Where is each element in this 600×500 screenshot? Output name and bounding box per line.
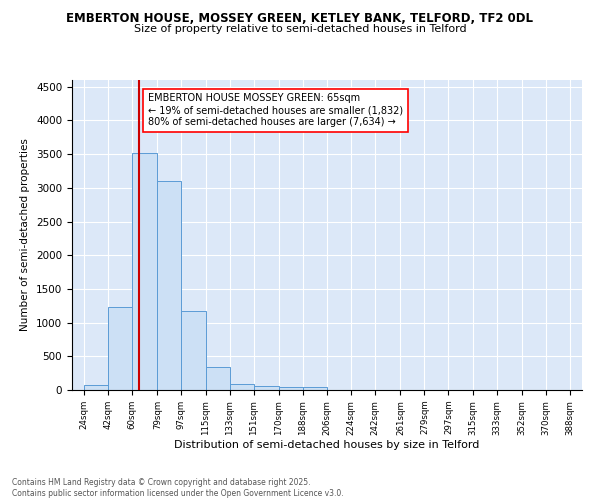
Bar — [157, 181, 181, 390]
Bar — [132, 153, 157, 390]
Bar — [254, 386, 279, 390]
X-axis label: Distribution of semi-detached houses by size in Telford: Distribution of semi-detached houses by … — [175, 440, 479, 450]
Text: Size of property relative to semi-detached houses in Telford: Size of property relative to semi-detach… — [134, 24, 466, 34]
Bar — [303, 387, 327, 390]
Text: Contains HM Land Registry data © Crown copyright and database right 2025.
Contai: Contains HM Land Registry data © Crown c… — [12, 478, 344, 498]
Text: EMBERTON HOUSE, MOSSEY GREEN, KETLEY BANK, TELFORD, TF2 0DL: EMBERTON HOUSE, MOSSEY GREEN, KETLEY BAN… — [67, 12, 533, 26]
Bar — [84, 385, 108, 390]
Bar — [108, 308, 132, 390]
Bar — [181, 312, 206, 390]
Bar — [230, 384, 254, 390]
Text: EMBERTON HOUSE MOSSEY GREEN: 65sqm
← 19% of semi-detached houses are smaller (1,: EMBERTON HOUSE MOSSEY GREEN: 65sqm ← 19%… — [148, 94, 403, 126]
Bar — [279, 387, 303, 390]
Y-axis label: Number of semi-detached properties: Number of semi-detached properties — [20, 138, 31, 332]
Bar — [206, 367, 230, 390]
